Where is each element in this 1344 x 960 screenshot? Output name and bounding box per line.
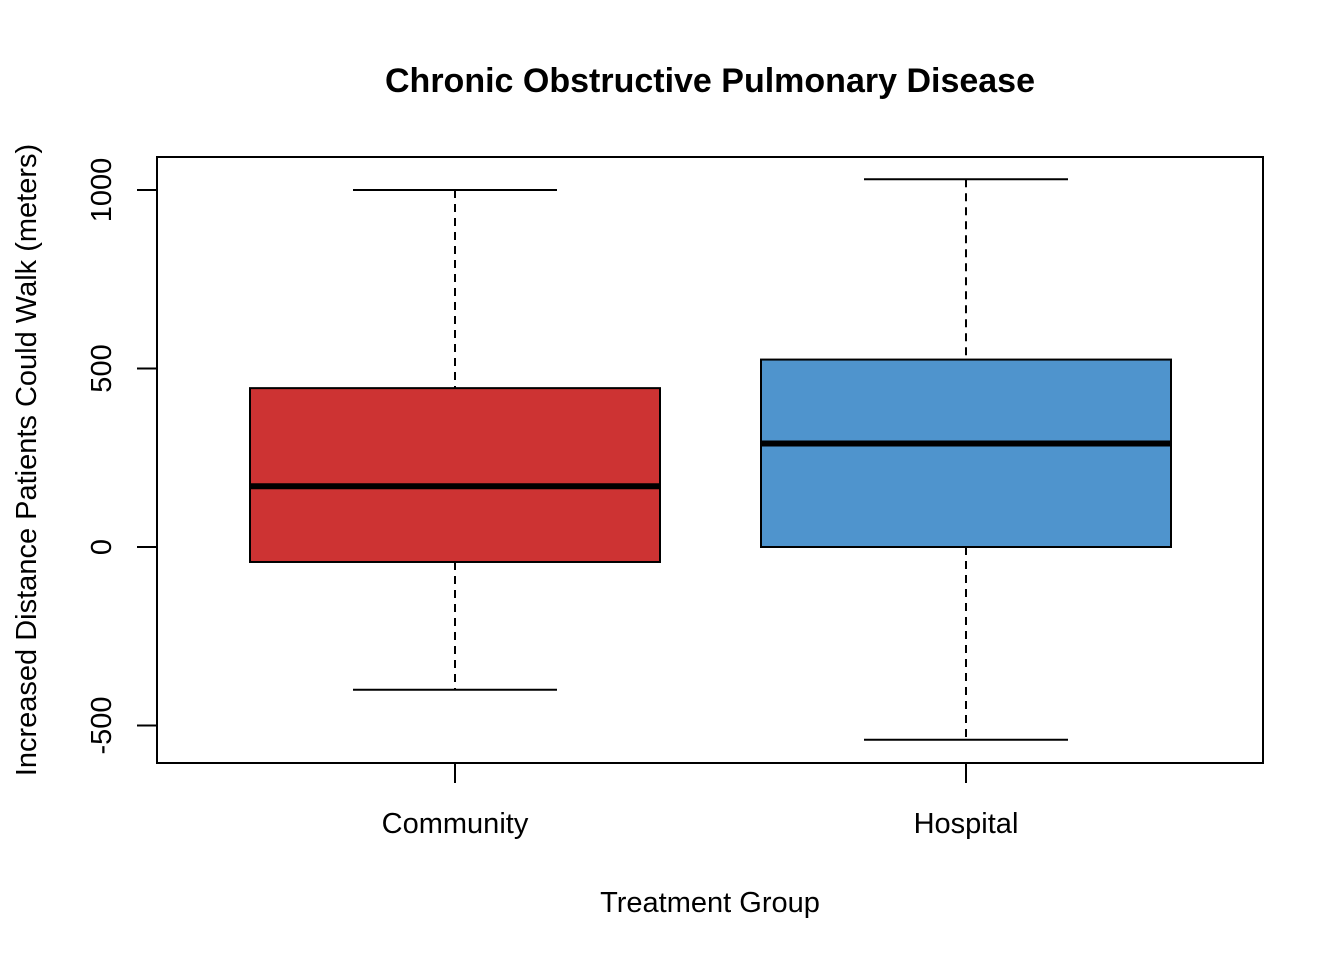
- iqr-box: [249, 387, 661, 563]
- chart-title: Chronic Obstructive Pulmonary Disease: [385, 62, 1035, 100]
- x-axis-label: Treatment Group: [600, 887, 820, 919]
- x-tick-label-0: Community: [382, 808, 529, 840]
- y-tick-label-0: -500: [86, 696, 118, 754]
- iqr-box: [760, 358, 1172, 549]
- box-community: [249, 189, 661, 691]
- box-hospital: [760, 178, 1172, 741]
- y-tick-label-1: 0: [86, 539, 118, 555]
- x-axis: Community Hospital: [382, 763, 1019, 840]
- x-tick-label-1: Hospital: [914, 808, 1019, 840]
- y-axis: -500 0 500 1000: [86, 158, 158, 755]
- boxes: [249, 178, 1172, 741]
- y-tick-label-2: 500: [86, 344, 118, 392]
- y-tick-label-3: 1000: [86, 158, 118, 223]
- y-axis-label: Increased Distance Patients Could Walk (…: [11, 144, 43, 776]
